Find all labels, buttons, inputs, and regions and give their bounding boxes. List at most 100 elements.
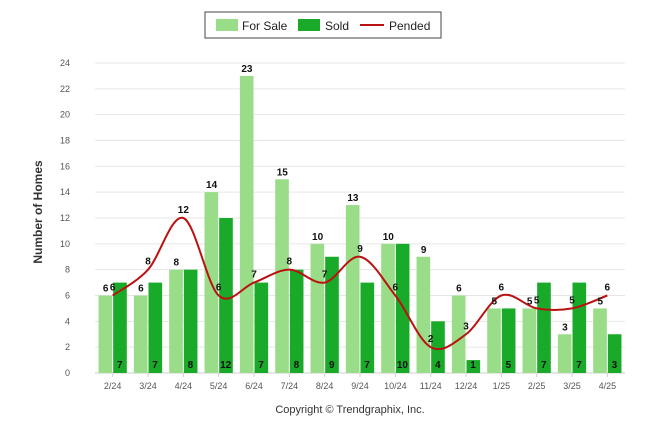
data-label-pended: 6	[110, 283, 116, 294]
bar-for-sale	[345, 205, 360, 373]
data-label-sold: 8	[188, 360, 194, 371]
data-label-pended: 6	[605, 283, 611, 294]
data-label-sold: 7	[541, 360, 547, 371]
bar-sold	[113, 282, 127, 373]
x-tick-label: 6/24	[245, 381, 263, 391]
data-label-for-sale: 13	[347, 193, 359, 204]
legend: For Sale Sold Pended	[204, 11, 442, 39]
y-tick-label: 20	[60, 110, 70, 120]
data-label-sold: 8	[294, 360, 300, 371]
x-tick-label: 9/24	[351, 381, 369, 391]
bar-sold	[360, 282, 375, 373]
bar-for-sale	[522, 308, 537, 373]
x-tick-label: 8/24	[316, 381, 334, 391]
data-label-sold: 3	[612, 360, 618, 371]
data-label-sold: 10	[397, 360, 409, 371]
bar-sold	[148, 282, 163, 373]
bar-for-sale	[133, 295, 148, 373]
y-tick-label: 2	[65, 342, 70, 352]
x-tick-label: 2/25	[528, 381, 546, 391]
data-label-sold: 9	[329, 360, 335, 371]
x-tick-label: 1/25	[493, 381, 511, 391]
bar-sold	[466, 360, 481, 373]
x-tick-label: 10/24	[384, 381, 407, 391]
legend-label-for-sale: For Sale	[242, 19, 288, 33]
bar-for-sale	[557, 334, 572, 373]
pended-line	[112, 216, 608, 351]
bar-for-sale	[593, 308, 607, 373]
data-label-for-sale: 5	[597, 296, 603, 307]
data-label-sold: 7	[258, 360, 264, 371]
y-tick-label: 22	[60, 84, 70, 94]
bar-sold	[183, 269, 198, 373]
y-tick-label: 6	[65, 291, 70, 301]
y-tick-label: 18	[60, 136, 70, 146]
bar-sold	[289, 269, 304, 373]
bar-for-sale	[451, 295, 466, 373]
x-tick-label: 7/24	[281, 381, 299, 391]
bar-for-sale	[416, 256, 431, 373]
x-tick-label: 3/25	[563, 381, 581, 391]
data-label-pended: 12	[178, 205, 190, 216]
bar-for-sale	[275, 179, 289, 373]
data-label-pended: 2	[428, 334, 434, 345]
bar-for-sale	[381, 243, 395, 373]
bar-sold	[325, 256, 339, 373]
legend-label-pended: Pended	[389, 19, 430, 33]
y-tick-label: 24	[60, 58, 70, 68]
data-label-sold: 5	[506, 360, 512, 371]
bar-for-sale	[487, 308, 501, 373]
legend-box	[204, 11, 442, 39]
data-label-sold: 7	[152, 360, 158, 371]
data-label-for-sale: 5	[527, 296, 533, 307]
bars	[98, 75, 622, 374]
y-tick-label: 12	[60, 213, 70, 223]
x-tick-label: 5/24	[210, 381, 228, 391]
data-label-for-sale: 14	[206, 180, 218, 191]
data-label-pended: 8	[145, 257, 151, 268]
y-tick-label: 16	[60, 161, 70, 171]
bar-for-sale	[310, 243, 325, 373]
copyright-footer: Copyright © Trendgraphix, Inc.	[275, 404, 424, 416]
y-tick-label: 4	[65, 316, 70, 326]
bar-sold	[607, 334, 622, 373]
x-tick-label: 12/24	[455, 381, 478, 391]
data-label-pended: 7	[322, 270, 328, 281]
data-label-for-sale: 10	[312, 232, 324, 243]
x-tick-label: 3/24	[139, 381, 157, 391]
data-label-pended: 5	[569, 295, 575, 306]
data-label-for-sale: 9	[421, 245, 427, 256]
y-tick-label: 10	[60, 239, 70, 249]
bar-sold	[501, 308, 516, 373]
bar-for-sale	[98, 295, 113, 373]
x-tick-label: 4/25	[599, 381, 617, 391]
data-label-sold: 4	[435, 360, 441, 371]
data-label-pended: 6	[393, 283, 399, 294]
bar-sold	[254, 282, 269, 373]
y-tick-label: 8	[65, 265, 70, 275]
data-label-pended: 6	[499, 283, 505, 294]
data-label-for-sale: 15	[277, 167, 289, 178]
data-label-sold: 12	[220, 360, 232, 371]
pended-line-path	[112, 216, 608, 351]
bar-sold	[219, 218, 233, 373]
data-label-pended: 9	[357, 244, 363, 255]
legend-label-sold: Sold	[325, 19, 349, 33]
bar-for-sale	[169, 269, 183, 373]
bar-for-sale	[239, 75, 254, 374]
x-tick-label: 11/24	[420, 381, 442, 391]
y-tick-label: 0	[65, 368, 70, 378]
data-label-for-sale: 23	[241, 64, 253, 75]
legend-swatch-sold	[298, 19, 320, 31]
data-label-pended: 6	[216, 283, 222, 294]
data-label-for-sale: 6	[103, 284, 109, 295]
data-label-for-sale: 6	[138, 284, 144, 295]
data-label-pended: 8	[287, 257, 293, 268]
data-label-sold: 7	[364, 360, 370, 371]
data-label-sold: 1	[470, 360, 476, 371]
data-label-pended: 3	[463, 321, 469, 332]
x-tick-label: 2/24	[104, 381, 122, 391]
y-tick-label: 14	[60, 187, 70, 197]
bar-sold	[431, 321, 445, 373]
